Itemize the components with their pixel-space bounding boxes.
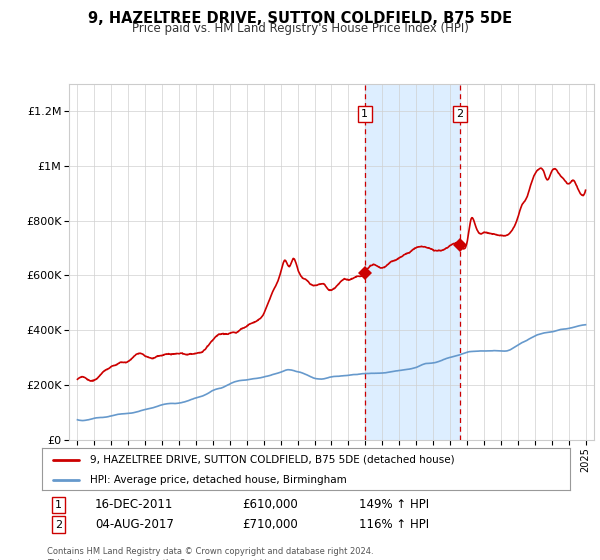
Text: £710,000: £710,000: [242, 518, 298, 531]
Text: 149% ↑ HPI: 149% ↑ HPI: [359, 498, 429, 511]
Bar: [365, 84, 460, 440]
Text: Contains HM Land Registry data © Crown copyright and database right 2024.
This d: Contains HM Land Registry data © Crown c…: [47, 547, 374, 560]
Text: 116% ↑ HPI: 116% ↑ HPI: [359, 518, 429, 531]
Text: 2: 2: [457, 109, 464, 119]
Text: 9, HAZELTREE DRIVE, SUTTON COLDFIELD, B75 5DE: 9, HAZELTREE DRIVE, SUTTON COLDFIELD, B7…: [88, 11, 512, 26]
Text: HPI: Average price, detached house, Birmingham: HPI: Average price, detached house, Birm…: [89, 475, 346, 485]
Text: 1: 1: [361, 109, 368, 119]
Text: £610,000: £610,000: [242, 498, 298, 511]
Text: 9, HAZELTREE DRIVE, SUTTON COLDFIELD, B75 5DE (detached house): 9, HAZELTREE DRIVE, SUTTON COLDFIELD, B7…: [89, 455, 454, 465]
Text: Price paid vs. HM Land Registry's House Price Index (HPI): Price paid vs. HM Land Registry's House …: [131, 22, 469, 35]
Text: 2: 2: [55, 520, 62, 530]
Text: 16-DEC-2011: 16-DEC-2011: [95, 498, 173, 511]
Text: 04-AUG-2017: 04-AUG-2017: [95, 518, 173, 531]
Text: 1: 1: [55, 500, 62, 510]
